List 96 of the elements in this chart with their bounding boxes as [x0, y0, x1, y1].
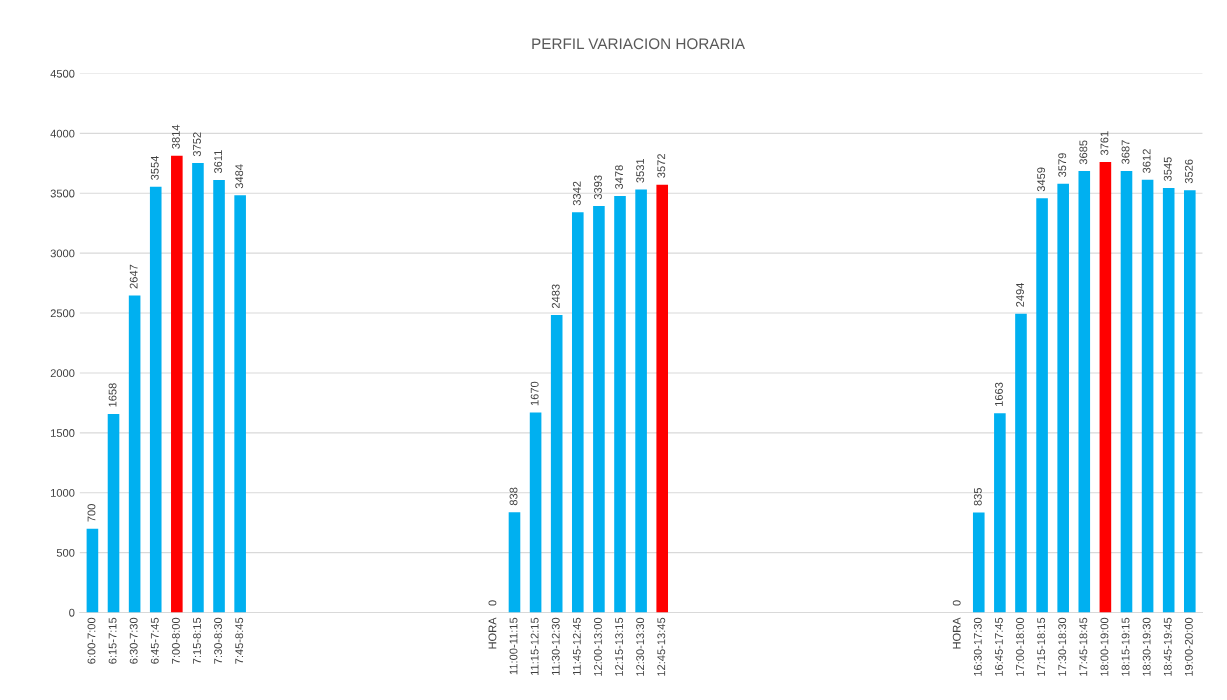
- y-tick-label: 1000: [51, 488, 75, 497]
- x-tick-label: 19:00-20:00: [1184, 617, 1193, 676]
- x-tick-label: 7:30-8:30: [214, 617, 223, 664]
- bar: [213, 179, 225, 613]
- x-tick-label: 16:45-17:45: [994, 617, 1003, 676]
- data-label: 2647: [129, 264, 138, 289]
- data-label: 3342: [572, 181, 581, 206]
- data-label: 1663: [994, 382, 1003, 406]
- x-tick-label: 17:15-18:15: [1037, 617, 1046, 676]
- y-tick-label: 3000: [50, 249, 75, 258]
- data-label: 3478: [615, 165, 623, 190]
- y-tick-label: 4000: [50, 129, 75, 138]
- x-tick-label: HORA: [488, 617, 497, 649]
- data-label: 3579: [1058, 153, 1067, 177]
- bar: [994, 413, 1006, 613]
- bar: [1057, 183, 1069, 613]
- bar: [1078, 171, 1091, 613]
- bar: [86, 528, 99, 613]
- bar: [1099, 162, 1112, 613]
- data-label: 3685: [1079, 140, 1088, 165]
- y-tick-label: 2000: [50, 369, 75, 378]
- data-label: 3572: [657, 154, 666, 178]
- data-label: 3752: [193, 132, 201, 157]
- x-tick-label: 6:45-7:45: [150, 617, 159, 664]
- data-label: 3393: [594, 175, 602, 200]
- x-tick-label: 7:15-8:15: [193, 617, 201, 664]
- bar: [972, 512, 985, 613]
- data-label: 3531: [636, 158, 645, 183]
- bar: [1120, 170, 1133, 613]
- data-label: 2494: [1016, 282, 1024, 307]
- data-label: 3526: [1184, 159, 1193, 184]
- data-label: 835: [973, 487, 982, 506]
- y-tick-label: 500: [56, 548, 75, 557]
- y-tick-label: 2500: [50, 309, 75, 318]
- bar: [1141, 179, 1154, 613]
- x-tick-label: 16:30-17:30: [973, 617, 982, 676]
- y-tick-label: 4500: [50, 69, 75, 78]
- x-tick-label: 18:00-19:00: [1100, 617, 1109, 676]
- x-tick-label: 11:00-11:15: [509, 617, 518, 675]
- data-label: 3484: [235, 164, 244, 189]
- bar: [107, 413, 120, 613]
- data-label: 1658: [108, 383, 117, 407]
- bar: [635, 189, 647, 613]
- bar: [1015, 313, 1027, 613]
- data-label: 3459: [1037, 167, 1046, 192]
- x-tick-label: 18:30-19:30: [1142, 617, 1151, 676]
- x-tick-label: 6:30-7:30: [129, 617, 138, 664]
- bar: [571, 212, 584, 613]
- data-label: 838: [509, 487, 518, 506]
- data-label: 3612: [1142, 149, 1151, 173]
- bar: [593, 206, 605, 613]
- x-tick-label: 6:00-7:00: [87, 617, 96, 664]
- x-tick-label: 6:15-7:15: [108, 617, 117, 664]
- x-tick-label: 17:00-18:00: [1016, 617, 1024, 676]
- data-label: 3814: [171, 124, 180, 149]
- data-label: 0: [488, 600, 497, 606]
- bar: [149, 186, 162, 613]
- data-label: 2483: [551, 284, 560, 309]
- data-label: 3554: [150, 155, 159, 180]
- bar: [1162, 187, 1175, 613]
- data-label: 3545: [1163, 157, 1172, 181]
- chart-title: PERFIL VARIACION HORARIA: [532, 38, 745, 50]
- x-tick-label: HORA: [952, 617, 961, 649]
- bar: [508, 512, 521, 613]
- x-tick-label: 12:45-13:45: [657, 617, 666, 676]
- bar: [614, 195, 626, 613]
- x-tick-label: 7:45-8:45: [235, 617, 244, 664]
- data-label: 3687: [1121, 140, 1130, 164]
- x-tick-label: 17:30-18:30: [1058, 617, 1067, 676]
- bar: [656, 184, 669, 613]
- y-tick-label: 0: [69, 608, 75, 617]
- x-tick-label: 12:15-13:15: [615, 617, 623, 676]
- bar: [1036, 198, 1048, 613]
- data-label: 3611: [214, 150, 223, 174]
- data-label: 1670: [530, 381, 539, 406]
- bar: [1183, 190, 1196, 613]
- data-label: 0: [952, 600, 961, 606]
- bar: [192, 163, 204, 613]
- y-tick-label: 3500: [50, 189, 75, 198]
- data-label: 700: [87, 504, 96, 522]
- x-tick-label: 11:15-12:15: [530, 617, 539, 675]
- x-tick-label: 11:45-12:45: [572, 617, 581, 675]
- x-tick-label: 11:30-12:30: [551, 617, 560, 675]
- bar: [234, 195, 246, 613]
- bar: [550, 315, 563, 613]
- bar: [529, 412, 542, 613]
- x-tick-label: 17:45-18:45: [1079, 617, 1088, 676]
- y-tick-label: 1500: [51, 429, 75, 437]
- data-label: 3761: [1100, 131, 1109, 156]
- x-tick-label: 18:15-19:15: [1121, 617, 1130, 676]
- x-tick-label: 12:00-13:00: [594, 617, 602, 676]
- x-tick-label: 7:00-8:00: [171, 617, 180, 664]
- bar: [128, 295, 141, 613]
- bar: [171, 155, 183, 613]
- x-tick-label: 18:45-19:45: [1163, 617, 1172, 676]
- x-tick-label: 12:30-13:30: [636, 617, 645, 676]
